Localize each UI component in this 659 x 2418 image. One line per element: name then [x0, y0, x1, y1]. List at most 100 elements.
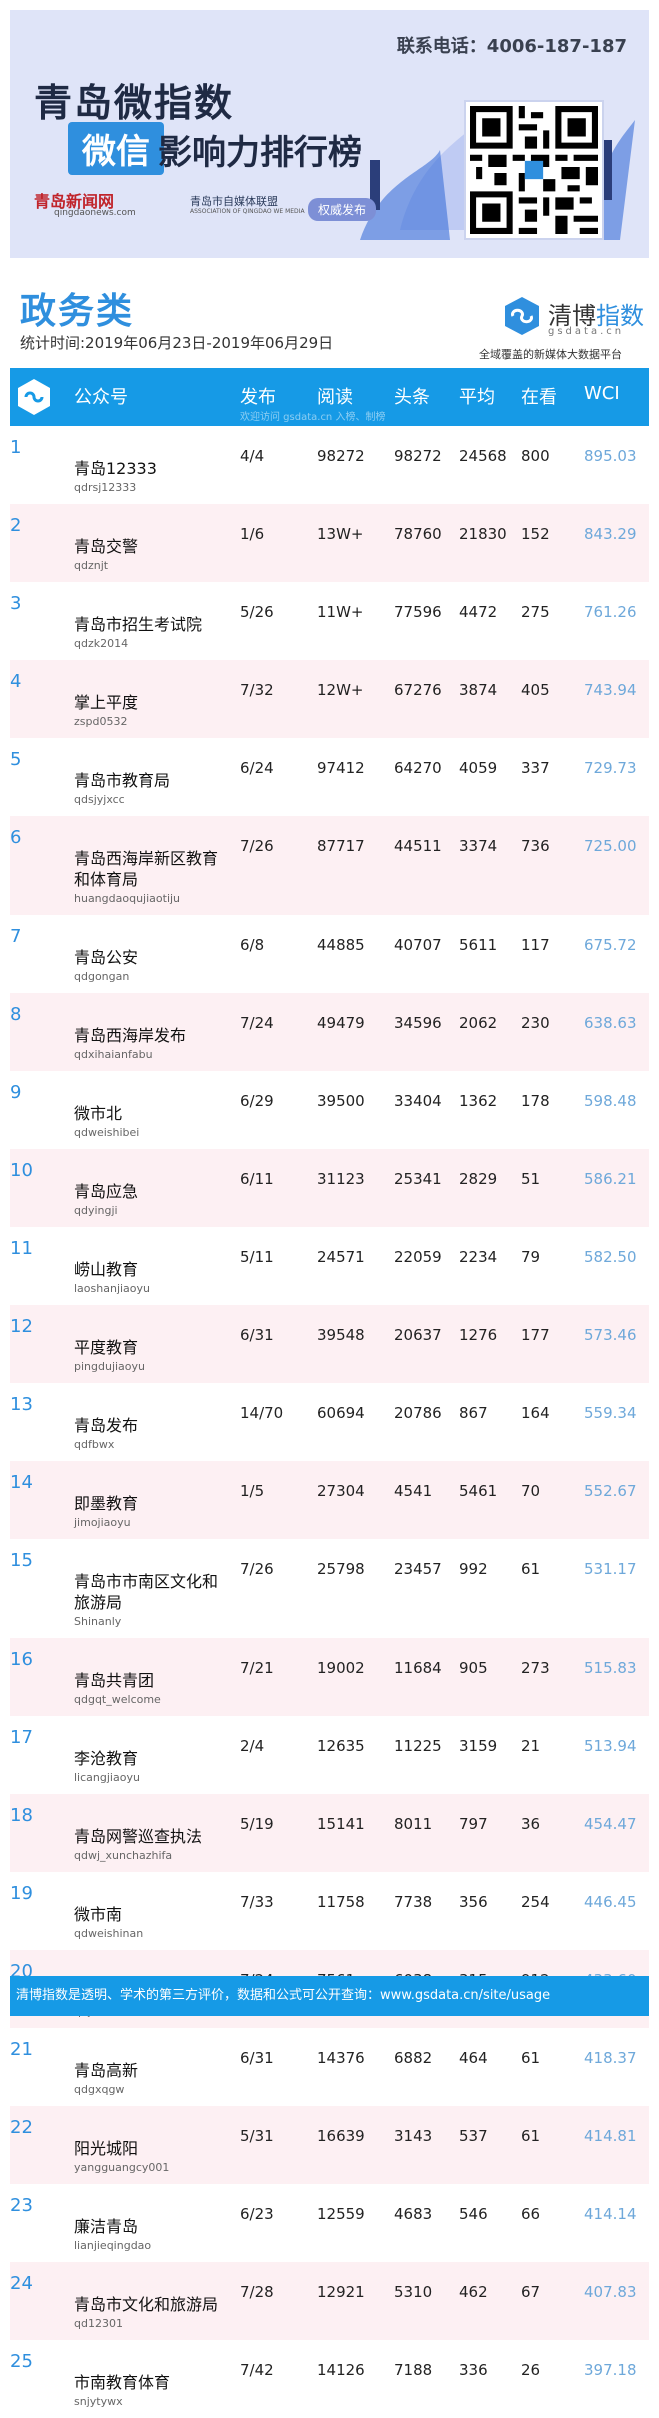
table-row: 1 青岛12333 qdrsj12333 4/4 98272 98272 24568 800 8…	[10, 426, 649, 504]
account-name: 青岛共青团	[74, 1671, 155, 1690]
account-name: 廉洁青岛	[74, 2217, 139, 2236]
period: 统计时间:2019年06月23日-2019年06月29日	[20, 334, 334, 352]
banner: 联系电话：4006-187-187 青岛微指数 微信 影响力排行榜 青岛新闻网 …	[10, 10, 649, 258]
table-row: 6 青岛西海岸新区教育和体育局 huangdaoqujiaotiju 7/26 8771…	[10, 816, 649, 915]
cell-look: 61	[521, 1560, 541, 1578]
cell-avg: 5611	[459, 936, 498, 954]
cell-wci: 895.03	[584, 447, 637, 465]
account-id: licangjiaoyu	[74, 1771, 140, 1784]
cell-read: 31123	[317, 1170, 365, 1188]
cell-pub: 5/19	[240, 1815, 274, 1833]
cell-look: 736	[521, 837, 550, 855]
rank: 10	[10, 1160, 33, 1181]
ranking-table: 欢迎访问 gsdata.cn 入榜、制榜 公众号 发布 阅读 头条 平均 在看 WCI 1 青…	[10, 368, 649, 2418]
banner-title: 青岛微指数	[34, 81, 235, 125]
rank: 13	[10, 1394, 33, 1415]
header-icon	[18, 379, 50, 415]
cell-read: 13W+	[317, 525, 364, 543]
account-name: 青岛市文化和旅游局	[74, 2295, 219, 2314]
cell-look: 117	[521, 936, 550, 954]
brand-domain: gsdata.cn	[548, 326, 625, 337]
cell-pub: 1/6	[240, 525, 265, 543]
account-id: qdgxqgw	[74, 2083, 125, 2096]
qdnews-url: qingdaonews.com	[54, 208, 136, 218]
table-row: 11 崂山教育 laoshanjiaoyu 5/11 24571 22059 2234 79 5…	[10, 1227, 649, 1305]
cell-read: 14126	[317, 2361, 365, 2379]
rank: 11	[10, 1238, 33, 1259]
cell-look: 51	[521, 1170, 541, 1188]
cell-head: 7738	[394, 1893, 433, 1911]
table-row: 23 廉洁青岛 lianjieqingdao 6/23 12559 4683 546 66 41…	[10, 2184, 649, 2262]
cell-look: 70	[521, 1482, 541, 1500]
rank: 21	[10, 2039, 33, 2060]
cell-head: 4683	[394, 2205, 433, 2223]
cell-wci: 598.48	[584, 1092, 637, 1110]
cell-pub: 7/24	[240, 1014, 274, 1032]
cell-head: 78760	[394, 525, 442, 543]
cell-head: 98272	[394, 447, 442, 465]
cell-read: 19002	[317, 1659, 365, 1677]
table-row: 21 青岛高新 qdgxqgw 6/31 14376 6882 464 61 418.37	[10, 2028, 649, 2106]
rank: 8	[10, 1004, 22, 1025]
brand-name: 清博指数	[548, 296, 644, 331]
brand-logo	[505, 297, 539, 335]
cell-look: 79	[521, 1248, 541, 1266]
account-name: 即墨教育	[74, 1494, 139, 1513]
cell-avg: 3874	[459, 681, 498, 699]
cell-read: 44885	[317, 936, 365, 954]
account-name: 青岛公安	[74, 948, 139, 967]
rank: 6	[10, 827, 22, 848]
account-id: jimojiaoyu	[74, 1516, 131, 1529]
table-row: 4 掌上平度 zspd0532 7/32 12W+ 67276 3874 405 743.94	[10, 660, 649, 738]
table-row: 24 青岛市文化和旅游局 qd12301 7/28 12921 5310 462 67 407.…	[10, 2262, 649, 2340]
cell-head: 20637	[394, 1326, 442, 1344]
cell-read: 14376	[317, 2049, 365, 2067]
cell-look: 800	[521, 447, 550, 465]
table-row: 14 即墨教育 jimojiaoyu 1/5 27304 4541 5461 70 552.67	[10, 1461, 649, 1539]
cell-look: 36	[521, 1815, 541, 1833]
account-name: 平度教育	[74, 1338, 139, 1357]
qdnews-logo: 青岛新闻网	[34, 192, 115, 211]
account-id: qdzk2014	[74, 637, 129, 650]
cell-wci: 414.14	[584, 2205, 637, 2223]
account-id: snjytywx	[74, 2395, 123, 2408]
account-name: 青岛市教育局	[74, 771, 171, 790]
cell-read: 39500	[317, 1092, 365, 1110]
account-id: qdwj_xunchazhifa	[74, 1849, 173, 1862]
cell-avg: 2234	[459, 1248, 498, 1266]
cell-avg: 867	[459, 1404, 488, 1422]
cell-look: 164	[521, 1404, 550, 1422]
cell-pub: 6/8	[240, 936, 265, 954]
phone: 联系电话：4006-187-187	[396, 36, 627, 57]
account-name: 阳光城阳	[74, 2139, 139, 2158]
cell-avg: 21830	[459, 525, 507, 543]
table-row: 16 青岛共青团 qdgqt_welcome 7/21 19002 11684 905 273…	[10, 1638, 649, 1716]
cell-read: 11758	[317, 1893, 365, 1911]
cell-read: 12921	[317, 2283, 365, 2301]
cell-wci: 675.72	[584, 936, 637, 954]
account-id: qdgqt_welcome	[74, 1693, 161, 1706]
rank: 24	[10, 2273, 33, 2294]
cell-head: 7188	[394, 2361, 433, 2379]
cell-wci: 531.17	[584, 1560, 637, 1578]
account-name: 青岛市招生考试院	[74, 615, 203, 634]
cell-look: 61	[521, 2127, 541, 2145]
cell-avg: 2829	[459, 1170, 498, 1188]
cell-pub: 5/11	[240, 1248, 274, 1266]
cell-head: 20786	[394, 1404, 442, 1422]
cell-head: 25341	[394, 1170, 442, 1188]
cell-look: 61	[521, 2049, 541, 2067]
cell-wci: 573.46	[584, 1326, 637, 1344]
account-id: huangdaoqujiaotiju	[74, 892, 181, 905]
cell-avg: 24568	[459, 447, 507, 465]
table-row: 22 阳光城阳 yangguangcy001 5/31 16639 3143 537 61 41…	[10, 2106, 649, 2184]
cell-wci: 743.94	[584, 681, 637, 699]
column-header: 平均	[459, 387, 495, 408]
cell-read: 27304	[317, 1482, 365, 1500]
cell-look: 273	[521, 1659, 550, 1677]
rank: 14	[10, 1472, 33, 1493]
cell-look: 337	[521, 759, 550, 777]
table-row: 18 青岛网警巡查执法 qdwj_xunchazhifa 5/19 15141 8011 7…	[10, 1794, 649, 1872]
table-row: 15 青岛市市南区文化和旅游局 Shinanly 7/26 25798 23457 992 6…	[10, 1539, 649, 1638]
account-name: 青岛西海岸新区教育和体育局	[74, 849, 219, 889]
